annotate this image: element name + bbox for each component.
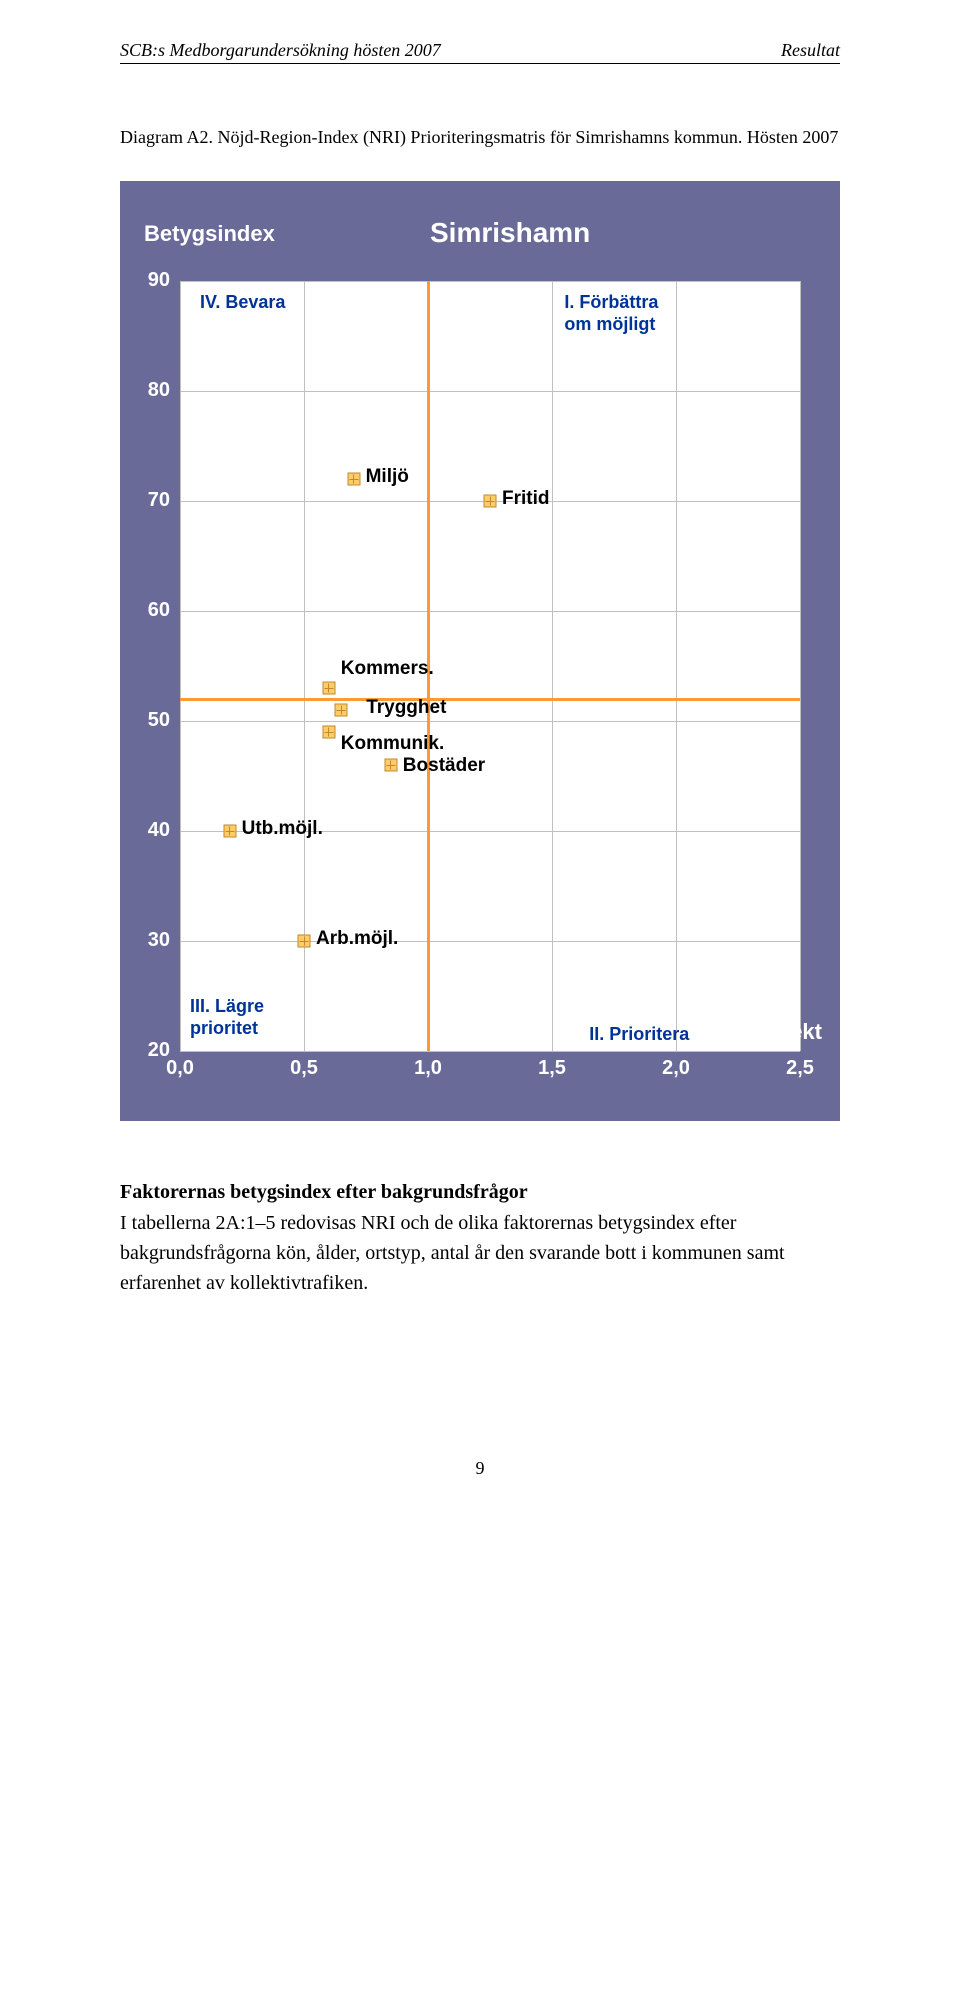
point-label-kommunik: Kommunik. bbox=[341, 733, 444, 755]
point-label-trygghet: Trygghet bbox=[366, 697, 446, 719]
quadrant-ii-label: II. Prioritera bbox=[589, 1024, 689, 1046]
gridline-h bbox=[180, 391, 800, 392]
body-text: I tabellerna 2A:1–5 redovisas NRI och de… bbox=[120, 1208, 840, 1298]
point-label-utbmojl: Utb.möjl. bbox=[242, 818, 323, 840]
chart-frame: Betygsindex Simrishamn IV. Bevara I. Förb… bbox=[120, 181, 840, 1121]
x-tick: 0,0 bbox=[166, 1057, 194, 1080]
gridline-v bbox=[180, 281, 181, 1051]
gridline-v bbox=[552, 281, 553, 1051]
body-heading: Faktorernas betygsindex efter bakgrundsf… bbox=[120, 1181, 840, 1204]
y-axis-title: Betygsindex bbox=[144, 221, 275, 247]
point-label-miljo: Miljö bbox=[366, 466, 409, 488]
page-number: 9 bbox=[120, 1458, 840, 1479]
point-miljo bbox=[347, 473, 360, 486]
point-kommunik bbox=[322, 726, 335, 739]
x-tick: 0,5 bbox=[290, 1057, 318, 1080]
y-tick: 70 bbox=[140, 489, 170, 512]
y-tick: 30 bbox=[140, 929, 170, 952]
gridline-h bbox=[180, 611, 800, 612]
x-tick: 1,0 bbox=[414, 1057, 442, 1080]
gridline-h bbox=[180, 281, 800, 282]
x-tick: 1,5 bbox=[538, 1057, 566, 1080]
x-tick: 2,0 bbox=[662, 1057, 690, 1080]
crosshair-h bbox=[180, 698, 800, 701]
quadrant-i-label: I. Förbättraom möjligt bbox=[564, 292, 658, 335]
quadrant-iv-label: IV. Bevara bbox=[200, 292, 285, 314]
point-utbmojl bbox=[223, 825, 236, 838]
point-label-bostader: Bostäder bbox=[403, 755, 485, 777]
point-label-fritid: Fritid bbox=[502, 488, 550, 510]
point-fritid bbox=[484, 495, 497, 508]
diagram-caption: Diagram A2. Nöjd-Region-Index (NRI) Prio… bbox=[120, 124, 840, 151]
point-label-kommers: Kommers. bbox=[341, 658, 434, 680]
quadrant-iii-label: III. Lägreprioritet bbox=[190, 996, 264, 1039]
y-tick: 80 bbox=[140, 379, 170, 402]
point-bostader bbox=[384, 759, 397, 772]
gridline-v bbox=[800, 281, 801, 1051]
chart-title: Simrishamn bbox=[430, 217, 590, 249]
header-left: SCB:s Medborgarundersökning hösten 2007 bbox=[120, 40, 441, 61]
y-tick: 20 bbox=[140, 1039, 170, 1062]
y-tick: 90 bbox=[140, 269, 170, 292]
gridline-h bbox=[180, 941, 800, 942]
effekt-label: Effekt bbox=[761, 1019, 822, 1045]
point-label-arbmojl: Arb.möjl. bbox=[316, 928, 398, 950]
point-arbmojl bbox=[298, 935, 311, 948]
gridline-v bbox=[676, 281, 677, 1051]
y-tick: 40 bbox=[140, 819, 170, 842]
point-kommers bbox=[322, 682, 335, 695]
page-header: SCB:s Medborgarundersökning hösten 2007 … bbox=[120, 40, 840, 64]
gridline-h bbox=[180, 721, 800, 722]
gridline-h bbox=[180, 1051, 800, 1052]
y-tick: 50 bbox=[140, 709, 170, 732]
plot-area: IV. Bevara I. Förbättraom möjligt III. Läg… bbox=[180, 281, 800, 1051]
point-trygghet bbox=[335, 704, 348, 717]
x-tick: 2,5 bbox=[786, 1057, 814, 1080]
header-right: Resultat bbox=[781, 40, 840, 61]
y-tick: 60 bbox=[140, 599, 170, 622]
